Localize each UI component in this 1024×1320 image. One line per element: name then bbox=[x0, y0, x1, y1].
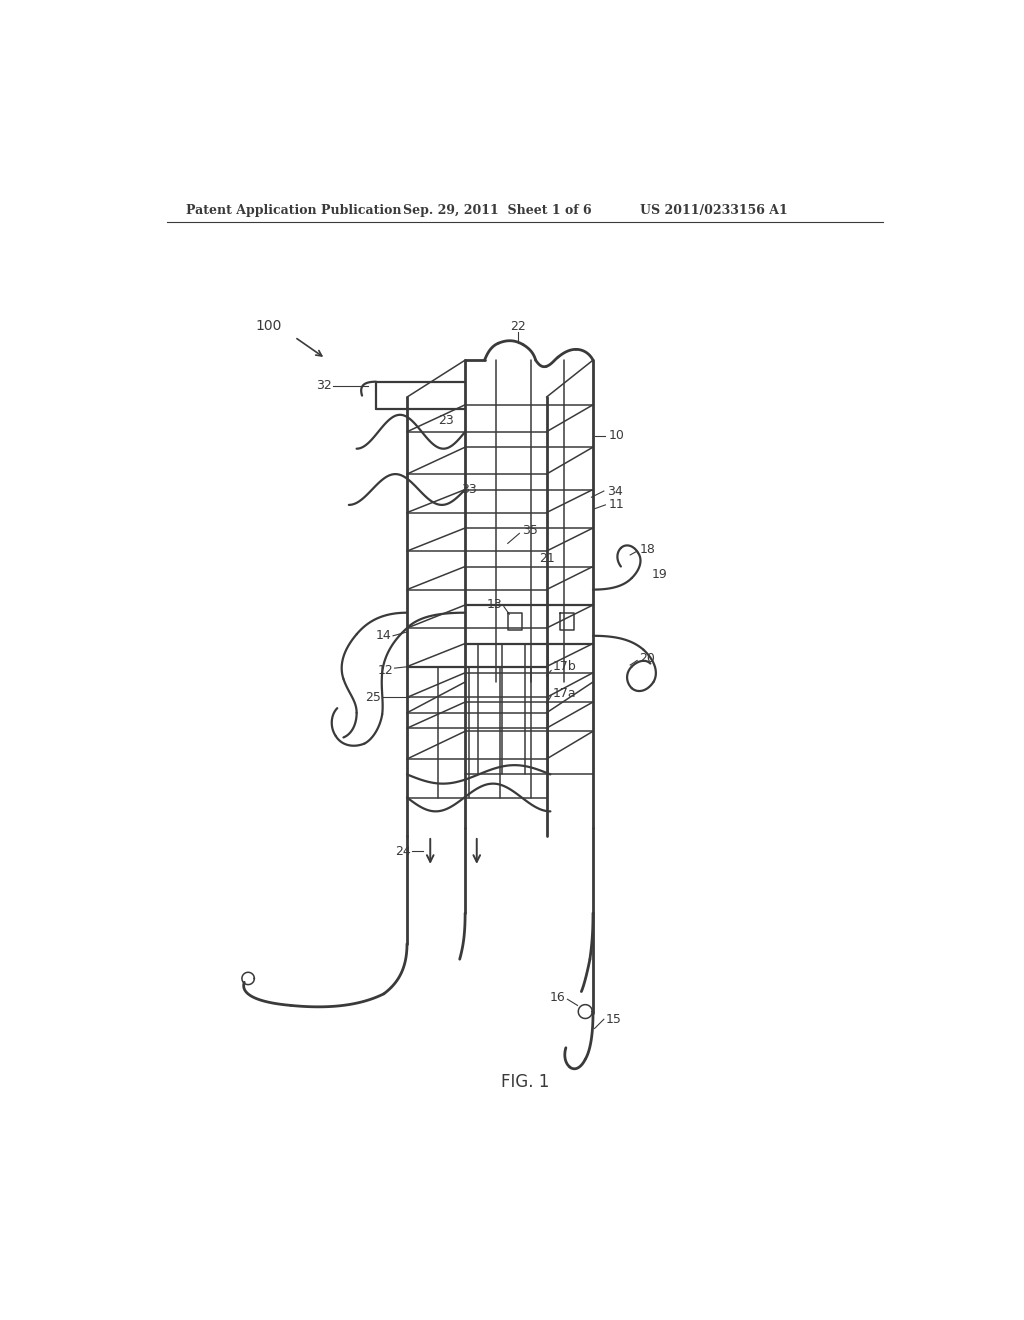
Text: 24: 24 bbox=[395, 845, 411, 858]
Text: 23: 23 bbox=[438, 413, 454, 426]
Text: 18: 18 bbox=[640, 543, 655, 556]
Text: 22: 22 bbox=[510, 319, 525, 333]
Text: US 2011/0233156 A1: US 2011/0233156 A1 bbox=[640, 205, 787, 218]
Text: 35: 35 bbox=[521, 524, 538, 537]
Text: 12: 12 bbox=[377, 664, 393, 677]
Text: 20: 20 bbox=[640, 652, 655, 665]
Text: 14: 14 bbox=[376, 630, 391, 643]
Text: 21: 21 bbox=[539, 552, 555, 565]
Text: Patent Application Publication: Patent Application Publication bbox=[186, 205, 401, 218]
Text: 34: 34 bbox=[607, 484, 623, 498]
Text: 100: 100 bbox=[256, 319, 283, 333]
Text: 25: 25 bbox=[365, 690, 381, 704]
Text: 33: 33 bbox=[461, 483, 477, 496]
Text: 17a: 17a bbox=[553, 686, 577, 700]
Text: Sep. 29, 2011  Sheet 1 of 6: Sep. 29, 2011 Sheet 1 of 6 bbox=[403, 205, 592, 218]
Text: 15: 15 bbox=[605, 1012, 622, 1026]
Text: 17b: 17b bbox=[553, 660, 577, 673]
Text: FIG. 1: FIG. 1 bbox=[501, 1073, 549, 1092]
Text: 19: 19 bbox=[652, 568, 668, 581]
Text: 10: 10 bbox=[608, 429, 625, 442]
Text: 13: 13 bbox=[486, 598, 503, 611]
Text: 32: 32 bbox=[316, 379, 332, 392]
Text: 16: 16 bbox=[550, 991, 566, 1005]
Text: 11: 11 bbox=[608, 499, 625, 511]
